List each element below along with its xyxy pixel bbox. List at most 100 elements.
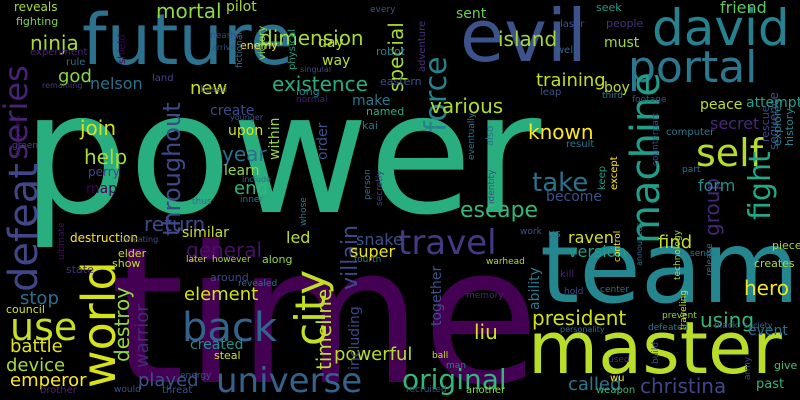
word-give: give <box>774 359 798 372</box>
word-back: back <box>182 305 278 351</box>
word-announces: announces <box>635 222 644 266</box>
word-similar: similar <box>182 225 229 241</box>
word-victory: victory <box>257 25 268 60</box>
word-society: society <box>744 321 773 330</box>
word-physical: physical <box>287 29 298 70</box>
word-leap: leap <box>540 87 562 98</box>
word-keep: keep <box>597 165 608 190</box>
word-include: include <box>242 175 271 184</box>
word-younger: younger <box>230 113 264 122</box>
word-evil: evil <box>460 0 587 78</box>
word-would: would <box>114 385 141 395</box>
word-kai: kai <box>362 119 378 132</box>
word-us: us <box>548 227 561 240</box>
word-god: god <box>58 66 92 87</box>
word-fight: fight <box>743 151 778 220</box>
word-around: around <box>210 271 249 284</box>
word-robot: robot <box>376 45 406 58</box>
word-eventually: eventually <box>467 112 477 160</box>
word-green: green <box>12 141 38 151</box>
word-remaining: remaining <box>42 81 83 90</box>
word-laser: laser <box>560 19 585 30</box>
word-control: control <box>613 230 623 262</box>
word-boy: boy <box>604 80 630 96</box>
word-event: event <box>748 323 788 339</box>
word-counterpart: counterpart <box>651 112 661 166</box>
word-join: join <box>80 116 117 140</box>
word-thus: thus <box>192 197 212 207</box>
word-reappears: reappears <box>13 115 22 156</box>
word-well: well <box>556 45 576 56</box>
word-dimension: dimension <box>260 26 364 50</box>
word-self: self <box>696 131 764 175</box>
word-various: various <box>430 94 504 118</box>
word-led: led <box>286 228 311 247</box>
word-played: played <box>138 370 199 391</box>
word-make: make <box>352 93 391 109</box>
word-inner: inner <box>240 195 264 205</box>
word-prevent: prevent <box>662 311 697 321</box>
word-long: long <box>296 85 320 98</box>
word-find: find <box>658 232 693 253</box>
word-sent: sent <box>456 6 487 22</box>
word-result: result <box>566 139 595 150</box>
word-people: people <box>606 17 644 30</box>
word-ninja: ninja <box>30 31 79 55</box>
word-day: day <box>318 35 344 51</box>
word-portal: portal <box>628 42 758 93</box>
word-future: future <box>82 0 294 81</box>
word-year: year <box>222 142 267 166</box>
word-new: new <box>190 78 228 99</box>
word-master: master <box>528 306 782 390</box>
word-history: history <box>783 108 796 146</box>
word-personality: personality <box>560 325 605 334</box>
word-perry: perry <box>88 165 120 179</box>
word-energy: energy <box>180 371 212 381</box>
word-original: original <box>402 363 507 396</box>
word-team: team <box>540 209 800 326</box>
word-technology: technology <box>673 230 683 280</box>
word-attempt: attempt <box>746 95 800 111</box>
word-device: device <box>6 355 66 376</box>
word-way: way <box>322 53 351 69</box>
word-ball: ball <box>432 351 449 361</box>
word-elder: elder <box>118 247 147 260</box>
word-arrive: arrive <box>212 43 236 52</box>
word-weapon: weapon <box>596 385 636 396</box>
word-adventure: adventure <box>417 20 428 72</box>
word-david: david <box>652 0 790 57</box>
word-rescue: rescue <box>759 105 772 142</box>
word-create: create <box>210 103 255 119</box>
word-also: also <box>485 125 496 146</box>
word-secretly: secretly <box>375 170 385 206</box>
word-state: state <box>66 263 94 276</box>
word-time: time <box>110 206 540 400</box>
word-another: another <box>466 385 506 396</box>
word-emperor: emperor <box>10 370 87 391</box>
word-every: every <box>370 5 396 15</box>
word-steal: steal <box>214 349 241 362</box>
word-person: person <box>363 169 373 200</box>
word-warrior: warrior <box>132 304 153 368</box>
word-show: show <box>112 257 141 270</box>
word-called: called <box>568 374 622 395</box>
word-president: president <box>532 306 627 330</box>
word-general: general <box>186 238 263 262</box>
word-past: past <box>756 377 785 392</box>
word-christina: christina <box>640 374 727 398</box>
word-peace: peace <box>700 97 743 113</box>
word-using: using <box>700 308 755 332</box>
word-along: along <box>262 253 293 266</box>
word-mortal: mortal <box>156 0 222 23</box>
word-secret: secret <box>710 114 760 133</box>
word-liu: liu <box>474 320 498 344</box>
word-help: help <box>84 145 128 169</box>
word-experiment: experiment <box>30 47 88 58</box>
word-raven: raven <box>568 228 614 247</box>
word-computer: computer <box>666 127 715 138</box>
word-learn: learn <box>224 163 260 179</box>
word-identity: identity <box>487 169 497 204</box>
word-part: part <box>682 165 701 175</box>
word-super: super <box>350 242 396 261</box>
